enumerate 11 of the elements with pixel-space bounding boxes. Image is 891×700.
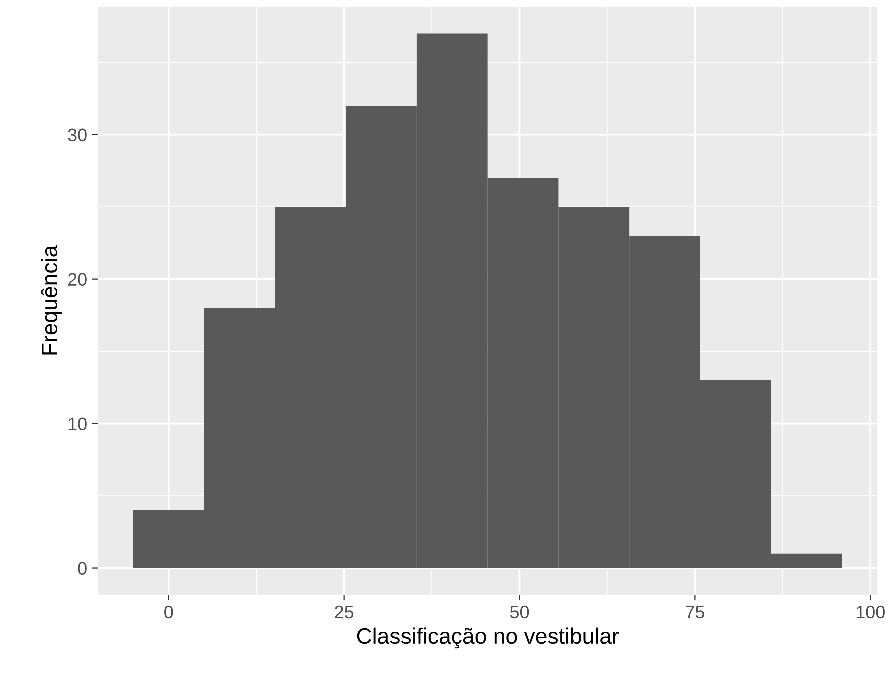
x-tick-label: 100: [856, 606, 885, 619]
y-tick-label: 30: [68, 128, 87, 142]
x-axis-title: Classificação no vestibular: [357, 628, 620, 649]
x-tick-label: 0: [164, 606, 174, 619]
y-tick-label: 20: [68, 273, 87, 286]
x-tick-label: 50: [510, 606, 530, 619]
y-tick-label: 10: [68, 418, 87, 431]
x-tick-label: 25: [335, 606, 354, 619]
x-tick-label: 75: [686, 606, 704, 619]
y-axis-title: Frequência: [41, 245, 62, 355]
y-tick-label: 0: [78, 562, 87, 575]
